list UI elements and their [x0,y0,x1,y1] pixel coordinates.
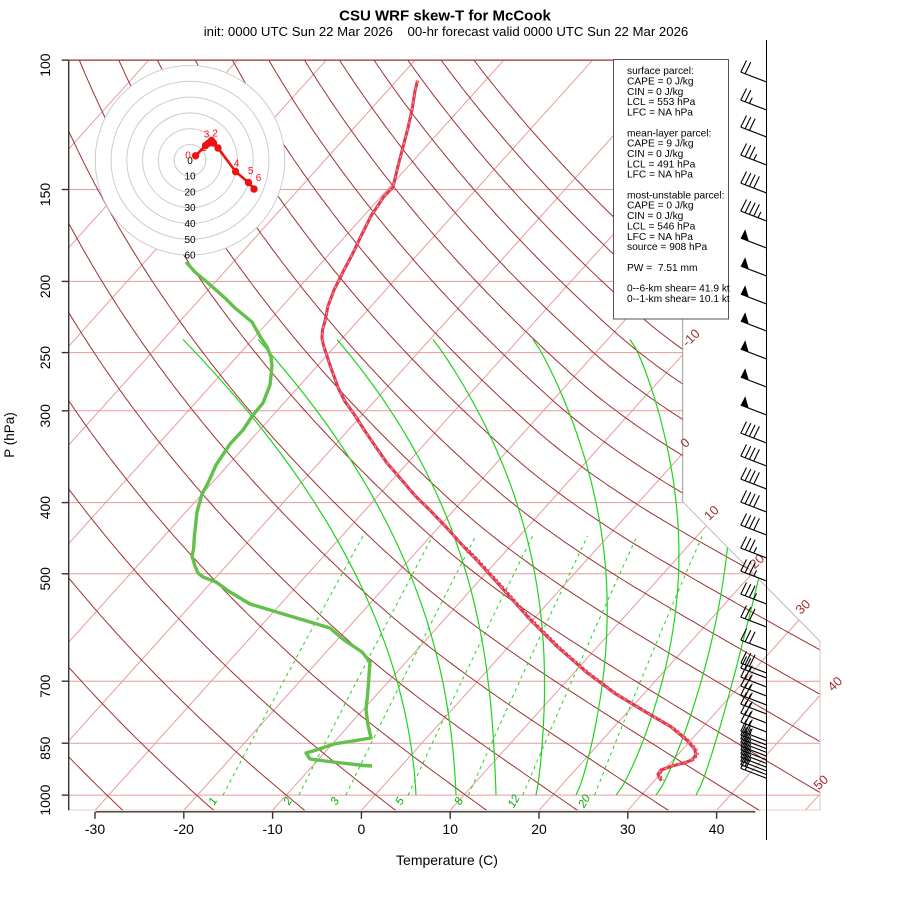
svg-text:300: 300 [37,404,53,428]
svg-text:CAPE = 0 J/kg: CAPE = 0 J/kg [627,201,694,212]
svg-text:-10: -10 [262,821,282,837]
svg-text:3: 3 [204,130,210,141]
svg-text:20: 20 [531,821,547,837]
svg-text:2: 2 [212,129,218,140]
svg-text:60: 60 [184,251,196,262]
svg-text:150: 150 [37,183,53,207]
svg-text:most-unstable parcel:: most-unstable parcel: [627,190,724,201]
svg-text:-20: -20 [174,821,194,837]
svg-text:init: 0000 UTC Sun 22 Mar 2026: init: 0000 UTC Sun 22 Mar 2026 00-hr for… [204,24,689,39]
svg-text:10: 10 [442,821,458,837]
svg-text:40: 40 [709,821,725,837]
svg-text:30: 30 [184,203,196,214]
svg-text:20: 20 [184,187,196,198]
svg-text:10: 10 [184,172,196,183]
svg-text:5: 5 [248,166,254,177]
svg-text:0: 0 [358,821,366,837]
svg-text:30: 30 [620,821,636,837]
svg-text:400: 400 [37,496,53,520]
svg-text:CAPE = 0 J/kg: CAPE = 0 J/kg [627,77,694,88]
svg-text:12: 12 [506,792,523,810]
svg-text:LCL = 546 hPa: LCL = 546 hPa [627,221,696,232]
svg-text:0--1-km shear= 10.1 kt: 0--1-km shear= 10.1 kt [627,294,730,305]
svg-text:1: 1 [201,143,207,154]
svg-text:LFC = NA hPa: LFC = NA hPa [627,170,693,181]
svg-text:0: 0 [187,156,193,167]
svg-text:LFC = NA hPa: LFC = NA hPa [627,232,693,243]
svg-text:1: 1 [207,796,221,808]
svg-text:100: 100 [37,53,53,77]
svg-text:6: 6 [256,173,262,184]
svg-text:mean-layer parcel:: mean-layer parcel: [627,128,711,139]
svg-text:LCL = 553 hPa: LCL = 553 hPa [627,97,696,108]
svg-text:500: 500 [37,567,53,591]
svg-text:Temperature (C): Temperature (C) [396,852,498,868]
svg-text:LCL = 491 hPa: LCL = 491 hPa [627,159,696,170]
svg-text:-30: -30 [85,821,105,837]
svg-text:LFC = NA hPa: LFC = NA hPa [627,108,693,119]
svg-text:1000: 1000 [37,784,53,815]
svg-text:CIN = 0 J/kg: CIN = 0 J/kg [627,211,684,222]
svg-text:50: 50 [184,235,196,246]
svg-text:4: 4 [234,159,240,170]
svg-text:700: 700 [37,674,53,698]
svg-text:200: 200 [37,275,53,299]
svg-text:40: 40 [184,219,196,230]
svg-text:source = 908 hPa: source = 908 hPa [627,242,707,253]
svg-text:CIN = 0 J/kg: CIN = 0 J/kg [627,87,684,98]
svg-text:CIN = 0 J/kg: CIN = 0 J/kg [627,149,684,160]
svg-text:CSU WRF skew-T for McCook: CSU WRF skew-T for McCook [339,8,551,25]
svg-text:250: 250 [37,346,53,370]
svg-text:0: 0 [185,151,191,162]
svg-text:surface parcel:: surface parcel: [627,66,694,77]
svg-text:0--6-km shear= 41.9 kt: 0--6-km shear= 41.9 kt [627,284,730,295]
svg-text:850: 850 [37,736,53,760]
svg-text:CAPE = 9 J/kg: CAPE = 9 J/kg [627,139,694,150]
svg-text:P (hPa): P (hPa) [2,412,17,458]
svg-text:PW = 7.51 mm: PW = 7.51 mm [627,263,697,274]
